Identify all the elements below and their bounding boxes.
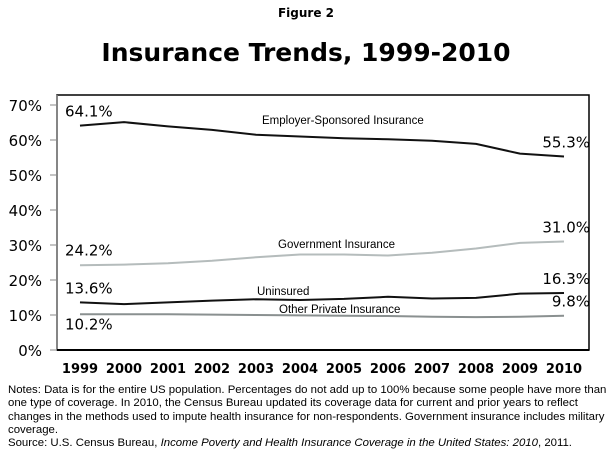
end-value-label: 55.3% <box>542 133 590 151</box>
series-label: Other Private Insurance <box>279 304 400 316</box>
y-tick-label: 60% <box>9 132 42 150</box>
notes-text: Notes: Data is for the entire US populat… <box>8 384 607 436</box>
y-tick-label: 30% <box>9 237 42 255</box>
x-tick-label: 2010 <box>546 362 582 377</box>
x-tick-label: 2003 <box>238 362 274 377</box>
x-tick-label: 1999 <box>62 362 98 377</box>
y-tick-label: 70% <box>9 97 42 115</box>
x-tick-label: 2005 <box>326 362 362 377</box>
series-line-1 <box>79 240 565 267</box>
x-tick-label: 2008 <box>458 362 494 377</box>
start-value-label: 64.1% <box>65 103 113 121</box>
series-label: Government Insurance <box>278 239 395 251</box>
series-label: Uninsured <box>257 286 309 298</box>
chart-title: Insurance Trends, 1999-2010 <box>101 38 511 67</box>
chart-notes: Notes: Data is for the entire US populat… <box>8 384 608 450</box>
figure-label: Figure 2 <box>277 6 335 20</box>
x-tick-label: 2006 <box>370 362 406 377</box>
start-value-label: 10.2% <box>65 315 113 333</box>
x-tick-label: 2004 <box>282 362 318 377</box>
x-tick-label: 2007 <box>414 362 450 377</box>
series-line-0 <box>79 121 565 158</box>
start-value-label: 13.6% <box>65 279 113 297</box>
x-tick-label: 2001 <box>150 362 186 377</box>
series-line-3 <box>80 313 565 319</box>
y-tick-label: 40% <box>9 202 42 220</box>
source-suffix: , 2011. <box>537 437 572 450</box>
series-line-2 <box>79 291 565 306</box>
x-tick-label: 2000 <box>106 362 142 377</box>
line-chart: 0% 10% 20% 30% 40% 50% 60% 70% 1999 2000 2001 2002 2… <box>9 94 590 377</box>
y-tick-label: 0% <box>18 342 42 360</box>
x-tick-label: 2009 <box>502 362 538 377</box>
y-tick-label: 20% <box>9 272 42 290</box>
source-title: Income Poverty and Health Insurance Cove… <box>160 437 538 450</box>
start-value-label: 24.2% <box>65 241 113 259</box>
end-value-label: 31.0% <box>542 219 590 237</box>
y-tick-label: 10% <box>9 307 42 325</box>
end-value-label: 16.3% <box>542 270 590 288</box>
series-label: Employer-Sponsored Insurance <box>262 115 424 127</box>
source-prefix: Source: U.S. Census Bureau, <box>8 437 161 450</box>
end-value-label: 9.8% <box>552 293 590 311</box>
y-tick-label: 50% <box>9 167 42 185</box>
x-tick-label: 2002 <box>194 362 230 377</box>
